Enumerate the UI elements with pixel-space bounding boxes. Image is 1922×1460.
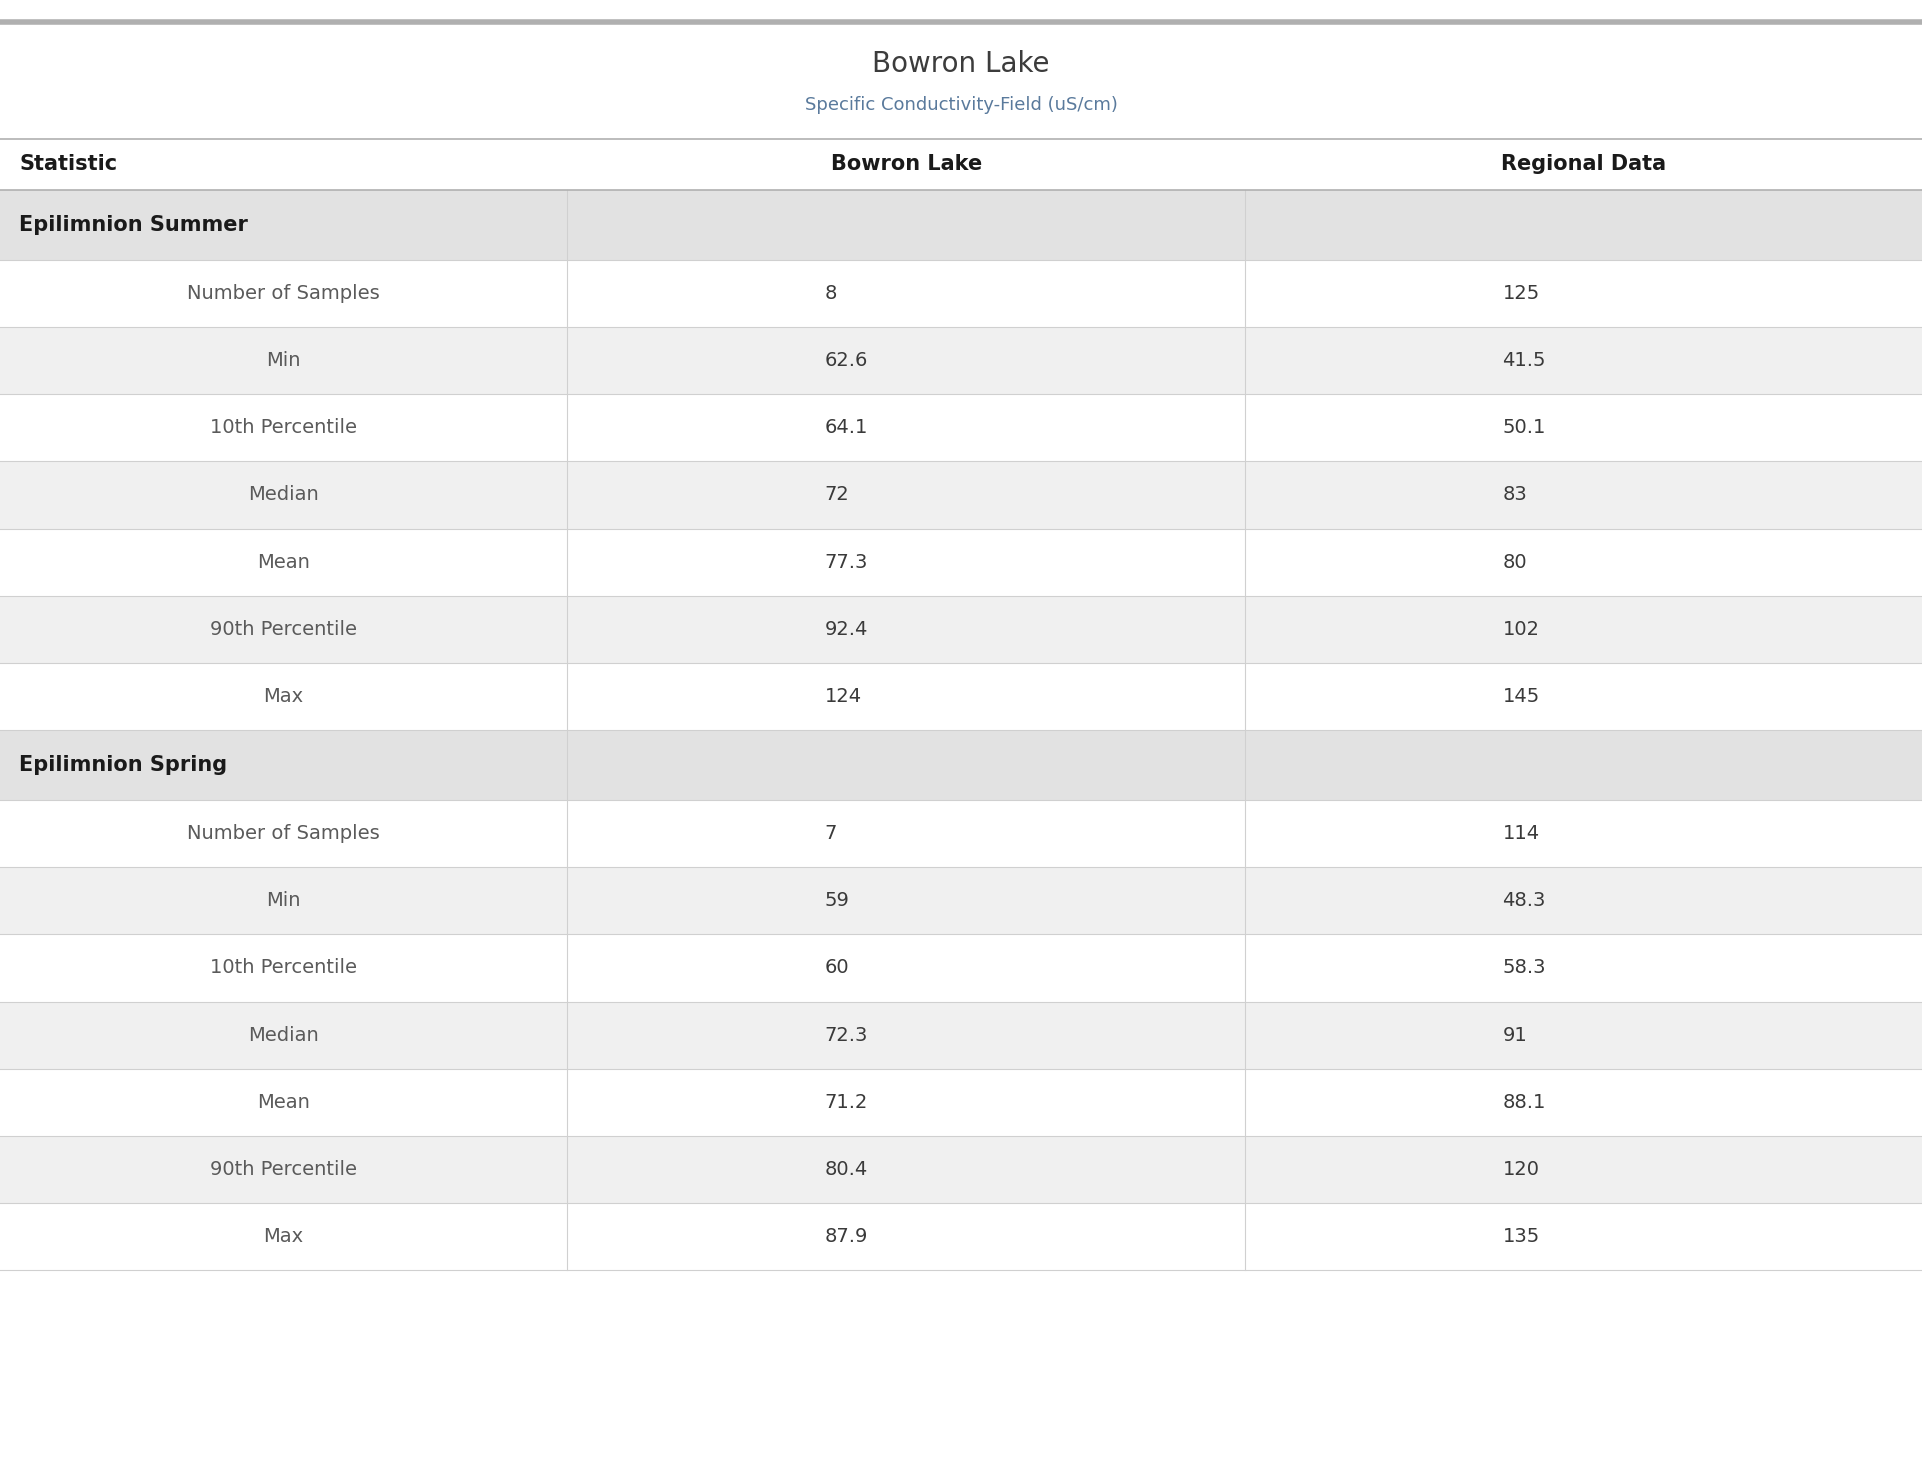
Bar bbox=[0, 461, 1922, 529]
Text: Median: Median bbox=[248, 1025, 319, 1045]
Text: 92.4: 92.4 bbox=[825, 619, 869, 639]
Text: Epilimnion Summer: Epilimnion Summer bbox=[19, 215, 248, 235]
Text: 80: 80 bbox=[1503, 552, 1528, 572]
Text: Bowron Lake: Bowron Lake bbox=[830, 153, 982, 174]
Text: 72.3: 72.3 bbox=[825, 1025, 869, 1045]
Text: 48.3: 48.3 bbox=[1503, 891, 1545, 911]
Text: 120: 120 bbox=[1503, 1159, 1540, 1180]
Text: 145: 145 bbox=[1503, 686, 1540, 707]
Text: Bowron Lake: Bowron Lake bbox=[873, 50, 1049, 79]
Text: 114: 114 bbox=[1503, 823, 1540, 844]
Text: 59: 59 bbox=[825, 891, 850, 911]
Text: Min: Min bbox=[267, 891, 300, 911]
Text: 124: 124 bbox=[825, 686, 861, 707]
Text: 102: 102 bbox=[1503, 619, 1540, 639]
Text: 125: 125 bbox=[1503, 283, 1540, 304]
Text: Number of Samples: Number of Samples bbox=[186, 823, 381, 844]
Bar bbox=[0, 867, 1922, 934]
Text: 88.1: 88.1 bbox=[1503, 1092, 1545, 1113]
Text: Specific Conductivity-Field (uS/cm): Specific Conductivity-Field (uS/cm) bbox=[805, 96, 1117, 114]
Text: Median: Median bbox=[248, 485, 319, 505]
Bar bbox=[0, 730, 1922, 800]
Bar bbox=[0, 529, 1922, 596]
Bar bbox=[0, 1136, 1922, 1203]
Text: 80.4: 80.4 bbox=[825, 1159, 869, 1180]
Text: Max: Max bbox=[263, 1226, 304, 1247]
Text: 10th Percentile: 10th Percentile bbox=[209, 418, 357, 438]
Text: 62.6: 62.6 bbox=[825, 350, 869, 371]
Text: Statistic: Statistic bbox=[19, 153, 117, 174]
Text: 58.3: 58.3 bbox=[1503, 958, 1545, 978]
Text: 7: 7 bbox=[825, 823, 838, 844]
Text: Mean: Mean bbox=[258, 1092, 309, 1113]
Text: 91: 91 bbox=[1503, 1025, 1528, 1045]
Bar bbox=[0, 800, 1922, 867]
Text: 71.2: 71.2 bbox=[825, 1092, 869, 1113]
Text: 135: 135 bbox=[1503, 1226, 1540, 1247]
Text: 90th Percentile: 90th Percentile bbox=[209, 619, 357, 639]
Text: 60: 60 bbox=[825, 958, 850, 978]
Bar bbox=[0, 1203, 1922, 1270]
Text: 90th Percentile: 90th Percentile bbox=[209, 1159, 357, 1180]
Text: 77.3: 77.3 bbox=[825, 552, 869, 572]
Bar bbox=[0, 596, 1922, 663]
Text: Number of Samples: Number of Samples bbox=[186, 283, 381, 304]
Bar bbox=[0, 1069, 1922, 1136]
Text: 50.1: 50.1 bbox=[1503, 418, 1545, 438]
Text: Min: Min bbox=[267, 350, 300, 371]
Text: Regional Data: Regional Data bbox=[1501, 153, 1666, 174]
Text: 64.1: 64.1 bbox=[825, 418, 869, 438]
Text: 83: 83 bbox=[1503, 485, 1528, 505]
Text: 87.9: 87.9 bbox=[825, 1226, 869, 1247]
Bar bbox=[0, 1002, 1922, 1069]
Text: 8: 8 bbox=[825, 283, 838, 304]
Bar bbox=[0, 394, 1922, 461]
Text: 72: 72 bbox=[825, 485, 850, 505]
Text: Epilimnion Spring: Epilimnion Spring bbox=[19, 755, 227, 775]
Text: Max: Max bbox=[263, 686, 304, 707]
Bar bbox=[0, 327, 1922, 394]
Text: 10th Percentile: 10th Percentile bbox=[209, 958, 357, 978]
Text: 41.5: 41.5 bbox=[1503, 350, 1545, 371]
Bar bbox=[0, 260, 1922, 327]
Bar bbox=[0, 663, 1922, 730]
Bar bbox=[0, 190, 1922, 260]
Text: Mean: Mean bbox=[258, 552, 309, 572]
Bar bbox=[0, 934, 1922, 1002]
